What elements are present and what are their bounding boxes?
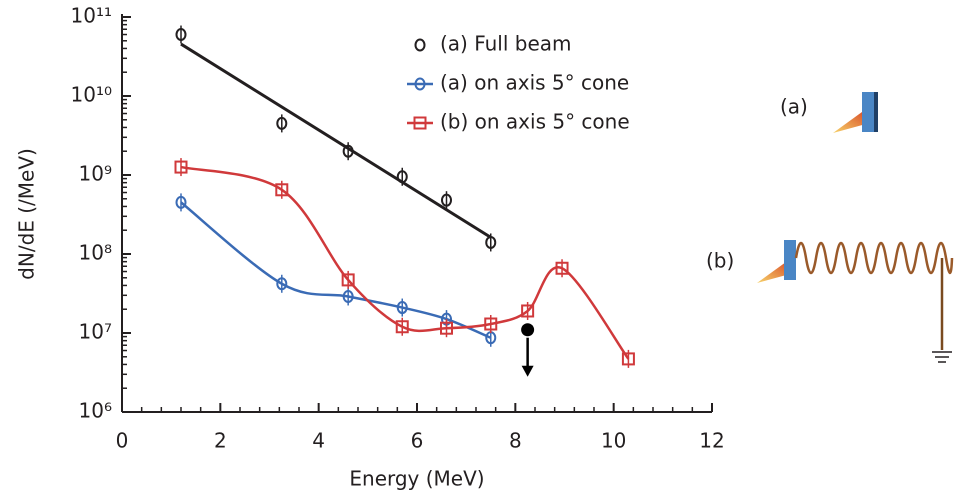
marker: [440, 321, 453, 335]
coil: [794, 241, 954, 350]
x-tick-label: 12: [699, 429, 724, 453]
marker: [342, 144, 354, 158]
marker: [276, 116, 288, 130]
cone: [757, 262, 790, 283]
marker: [342, 289, 354, 303]
legend-label: (b) on axis 5° cone: [440, 110, 630, 134]
fit-line: [180, 42, 492, 239]
x-axis-label: Energy (MeV): [349, 467, 484, 491]
target: [784, 240, 796, 280]
marker: [395, 320, 409, 334]
upper-limit-arrowhead: [521, 365, 534, 377]
series: [175, 193, 497, 347]
series: [175, 25, 497, 252]
legend-label: (a) Full beam: [440, 32, 572, 56]
y-tick-label: 10⁹: [79, 162, 112, 186]
marker: [521, 304, 535, 318]
upper-limit-marker: [521, 323, 535, 337]
target: [862, 92, 874, 132]
legend-marker: [414, 77, 426, 91]
x-tick-label: 0: [116, 429, 129, 453]
x-tick-label: 2: [214, 429, 227, 453]
marker: [341, 273, 355, 287]
x-tick-label: 6: [411, 429, 424, 453]
marker: [396, 170, 408, 184]
marker: [175, 195, 187, 209]
y-tick-label: 10⁸: [79, 241, 112, 265]
y-tick-label: 10⁶: [79, 399, 112, 423]
schematic-label: (b): [706, 249, 734, 273]
marker: [441, 193, 452, 207]
marker: [175, 28, 187, 42]
series-line: [180, 201, 492, 339]
x-tick-label: 10: [601, 429, 626, 453]
series: [174, 158, 635, 368]
marker: [621, 352, 635, 366]
legend-marker: [414, 38, 426, 52]
marker: [275, 183, 289, 197]
marker: [555, 261, 569, 275]
marker: [485, 235, 497, 249]
y-tick-label: 10¹⁰: [71, 83, 112, 107]
y-axis-label: dN/dE (/MeV): [15, 148, 39, 280]
cone: [833, 112, 866, 133]
schematic-label: (a): [780, 95, 808, 119]
y-tick-label: 10⁷: [79, 320, 112, 344]
marker: [484, 317, 498, 331]
x-tick-label: 4: [312, 429, 325, 453]
marker: [396, 301, 408, 315]
marker: [174, 160, 188, 174]
legend-label: (a) on axis 5° cone: [440, 71, 629, 95]
legend-marker: [413, 116, 427, 130]
ground: [932, 351, 952, 363]
y-tick-label: 10¹¹: [71, 4, 112, 28]
target-edge: [874, 92, 878, 132]
x-tick-label: 8: [509, 429, 522, 453]
marker: [276, 277, 288, 291]
